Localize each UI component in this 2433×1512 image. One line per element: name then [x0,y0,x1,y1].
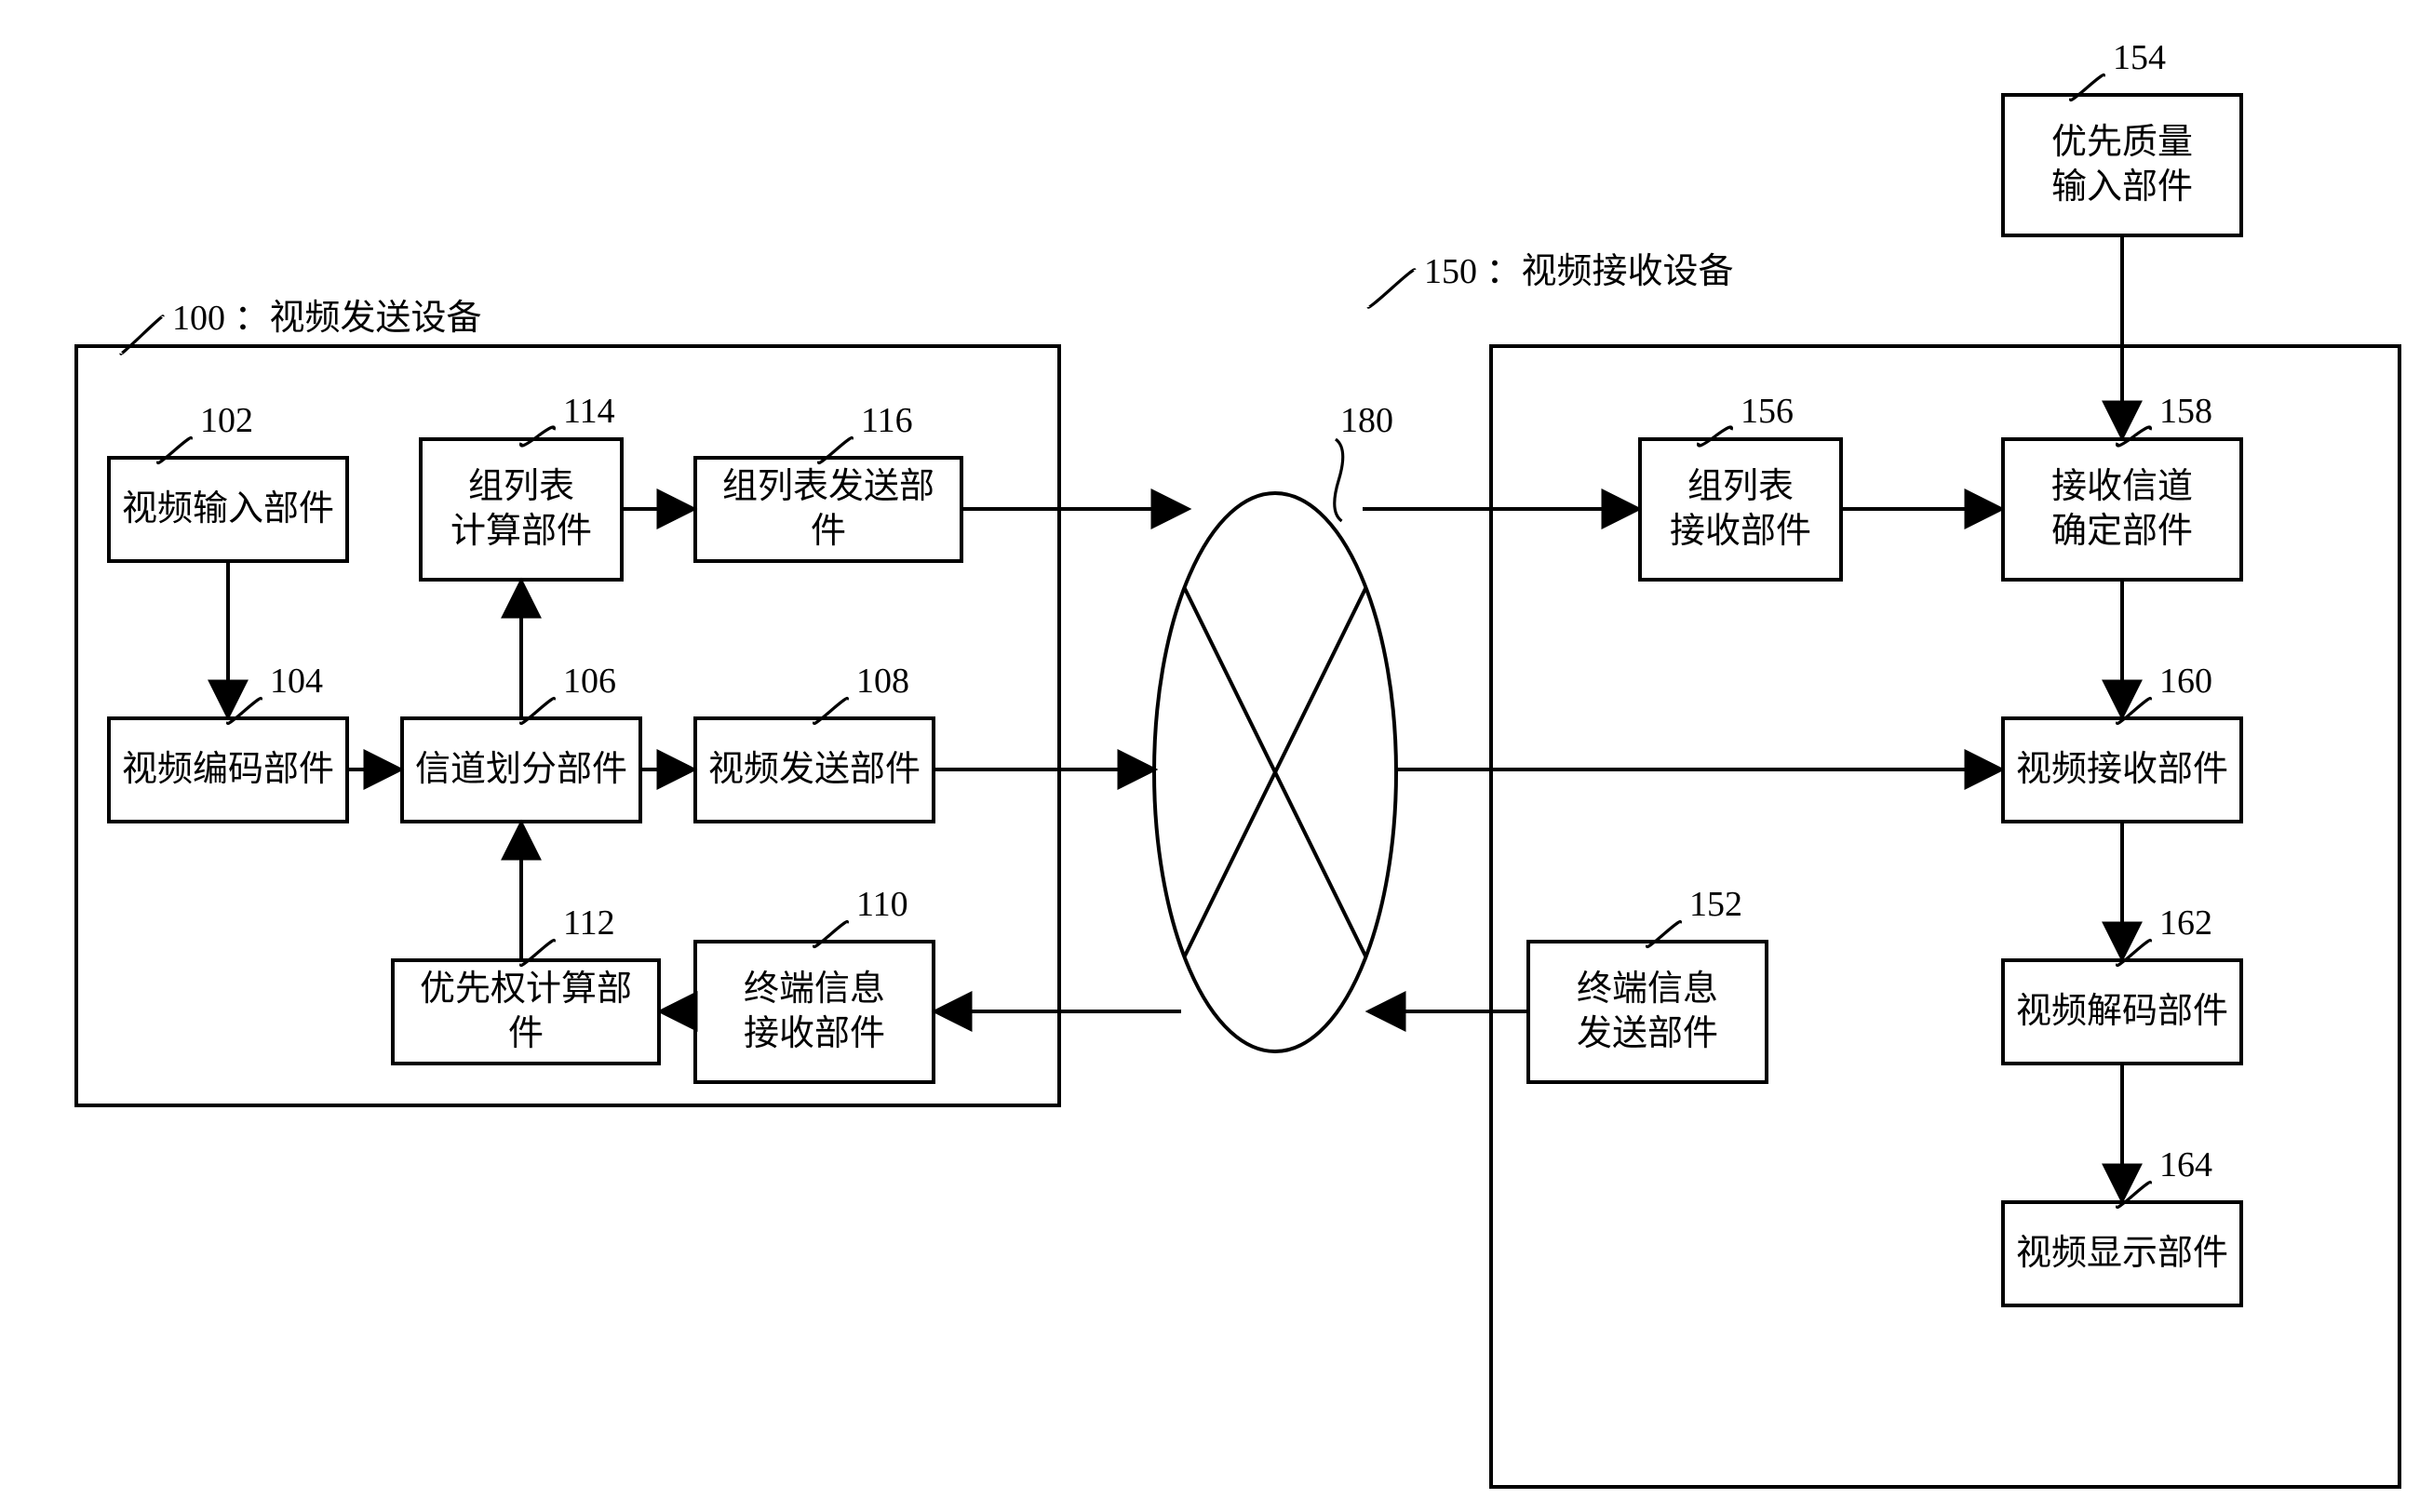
node-112: 优先权计算部件 [391,958,661,1065]
node-154: 优先质量输入部件 [2001,93,2243,237]
ref-180: 180 [1340,400,1393,441]
receiver-ref: 150 [1424,252,1477,291]
node-160: 视频接收部件 [2001,716,2243,823]
ref-162: 162 [2159,903,2212,943]
ref-152: 152 [1689,884,1742,925]
ref-104: 104 [270,661,323,702]
ref-110: 110 [856,884,908,925]
ref-108: 108 [856,661,909,702]
node-102: 视频输入部件 [107,456,349,563]
ref-102: 102 [200,400,253,441]
ref-156: 156 [1741,391,1794,432]
transmitter-ref: 100 [172,299,225,338]
ref-158: 158 [2159,391,2212,432]
receiver-label: 150 ：视频接收设备 [1424,242,1734,293]
ref-106: 106 [563,661,616,702]
ref-114: 114 [563,391,615,432]
ref-164: 164 [2159,1144,2212,1185]
node-152: 终端信息发送部件 [1526,940,1768,1084]
transmitter-title: ：视频发送设备 [235,299,482,338]
node-110: 终端信息接收部件 [693,940,935,1084]
ref-154: 154 [2113,37,2166,78]
node-112-text: 优先权计算部件 [404,968,648,1056]
node-108: 视频发送部件 [693,716,935,823]
node-114: 组列表计算部件 [419,437,624,582]
node-164-text: 视频显示部件 [2016,1232,2228,1277]
node-156-text: 组列表接收部件 [1670,465,1811,554]
ref-160: 160 [2159,661,2212,702]
node-108-text: 视频发送部件 [708,748,921,793]
node-154-text: 优先质量输入部件 [2051,121,2193,209]
node-158-text: 接收信道确定部件 [2051,465,2193,554]
ref-116: 116 [861,400,913,441]
node-152-text: 终端信息发送部件 [1577,968,1718,1056]
node-162-text: 视频解码部件 [2016,990,2228,1035]
node-114-text: 组列表计算部件 [450,465,592,554]
node-116-text: 组列表发送部件 [706,465,950,554]
node-110-text: 终端信息接收部件 [744,968,885,1056]
node-160-text: 视频接收部件 [2016,748,2228,793]
node-156: 组列表接收部件 [1638,437,1843,582]
ref-112: 112 [563,903,615,943]
receiver-frame [1489,344,2401,1489]
node-162: 视频解码部件 [2001,958,2243,1065]
node-104-text: 视频编码部件 [122,748,334,793]
node-106: 信道划分部件 [400,716,642,823]
node-164: 视频显示部件 [2001,1200,2243,1307]
node-116: 组列表发送部件 [693,456,963,563]
node-158: 接收信道确定部件 [2001,437,2243,582]
transmitter-label: 100 ：视频发送设备 [172,288,482,340]
node-106-text: 信道划分部件 [415,748,627,793]
node-102-text: 视频输入部件 [122,488,334,532]
node-104: 视频编码部件 [107,716,349,823]
receiver-title: ：视频接收设备 [1486,252,1734,291]
